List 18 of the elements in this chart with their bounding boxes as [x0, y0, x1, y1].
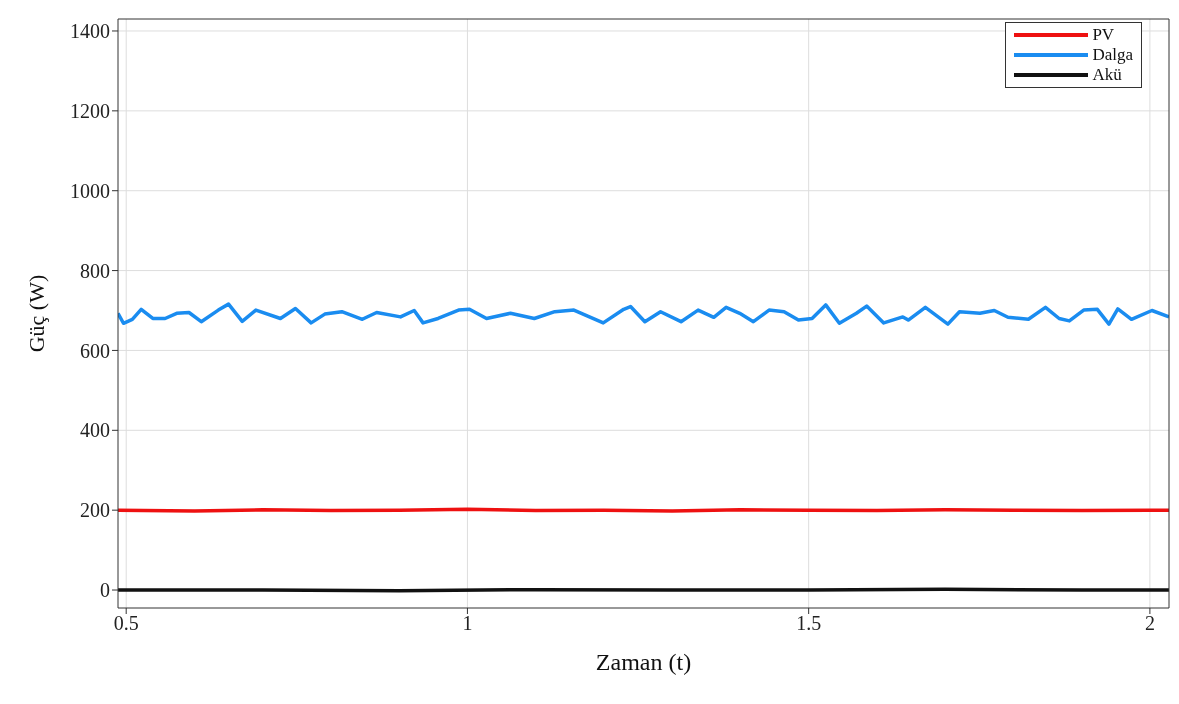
y-tick-label: 200: [80, 499, 110, 522]
legend-label: Akü: [1092, 65, 1122, 85]
y-tick-label: 1000: [70, 179, 110, 202]
legend-label: PV: [1092, 25, 1115, 45]
line-series: [118, 302, 1169, 326]
x-tick-label: 1: [462, 612, 473, 635]
x-tick-label: 0.5: [113, 612, 139, 635]
y-tick-label: 1200: [70, 99, 110, 122]
y-tick-label: 0: [100, 579, 110, 602]
y-tick-label: 600: [80, 339, 110, 362]
y-tick-label: 800: [80, 259, 110, 282]
y-axis-title: Güç (W): [23, 274, 49, 353]
y-tick-label: 1400: [70, 20, 110, 43]
x-tick-label: 2: [1144, 612, 1155, 635]
y-tick-label: 400: [80, 419, 110, 442]
x-axis-title: Zaman (t): [595, 649, 692, 675]
legend-label: Dalga: [1092, 45, 1133, 65]
x-tick-label: 1.5: [796, 612, 822, 635]
